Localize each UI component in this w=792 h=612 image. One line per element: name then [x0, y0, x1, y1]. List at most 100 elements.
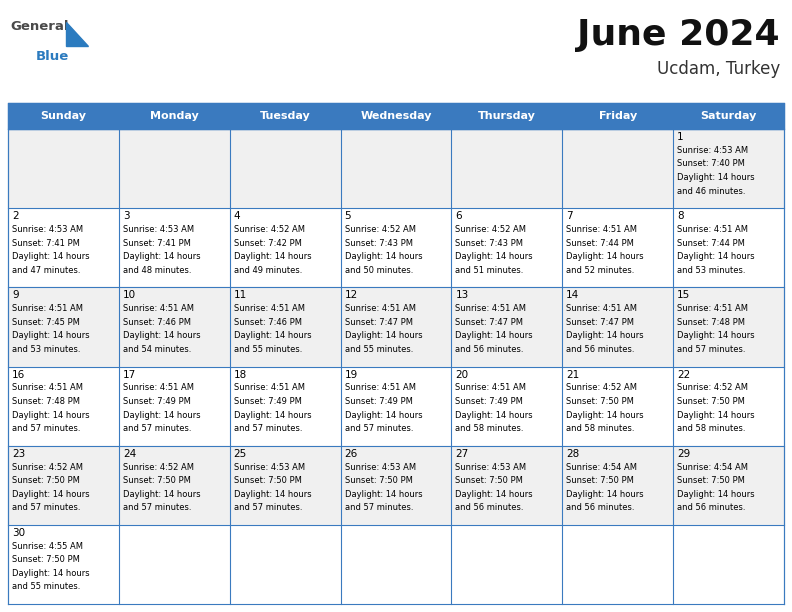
Text: Sunset: 7:41 PM: Sunset: 7:41 PM	[12, 239, 80, 248]
Text: Sunset: 7:50 PM: Sunset: 7:50 PM	[234, 476, 302, 485]
Text: Daylight: 14 hours: Daylight: 14 hours	[345, 490, 422, 499]
Text: Blue: Blue	[36, 50, 69, 63]
Text: Sunrise: 4:51 AM: Sunrise: 4:51 AM	[677, 225, 748, 234]
Text: Sunrise: 4:51 AM: Sunrise: 4:51 AM	[123, 384, 194, 392]
Bar	[8, 208, 784, 287]
Text: 9: 9	[12, 290, 19, 300]
Text: Daylight: 14 hours: Daylight: 14 hours	[12, 252, 89, 261]
Text: Daylight: 14 hours: Daylight: 14 hours	[234, 331, 311, 340]
Text: Sunrise: 4:53 AM: Sunrise: 4:53 AM	[677, 146, 748, 155]
Text: Sunrise: 4:52 AM: Sunrise: 4:52 AM	[345, 225, 416, 234]
Text: Daylight: 14 hours: Daylight: 14 hours	[234, 490, 311, 499]
Text: Daylight: 14 hours: Daylight: 14 hours	[566, 411, 644, 419]
Text: 7: 7	[566, 211, 573, 221]
Text: 29: 29	[677, 449, 691, 458]
Text: Daylight: 14 hours: Daylight: 14 hours	[677, 411, 755, 419]
Text: Ucdam, Turkey: Ucdam, Turkey	[657, 60, 780, 78]
Text: and 48 minutes.: and 48 minutes.	[123, 266, 192, 275]
Text: and 56 minutes.: and 56 minutes.	[455, 503, 524, 512]
Text: Daylight: 14 hours: Daylight: 14 hours	[123, 252, 200, 261]
Text: 10: 10	[123, 290, 136, 300]
Text: 16: 16	[12, 370, 25, 379]
Text: Sunrise: 4:54 AM: Sunrise: 4:54 AM	[566, 463, 638, 472]
Text: 2: 2	[12, 211, 19, 221]
Text: Sunrise: 4:51 AM: Sunrise: 4:51 AM	[566, 304, 638, 313]
Text: Sunset: 7:42 PM: Sunset: 7:42 PM	[234, 239, 302, 248]
Text: Sunset: 7:49 PM: Sunset: 7:49 PM	[455, 397, 524, 406]
Text: Sunset: 7:49 PM: Sunset: 7:49 PM	[123, 397, 191, 406]
Text: 22: 22	[677, 370, 691, 379]
Bar	[8, 367, 784, 446]
Text: Sunset: 7:50 PM: Sunset: 7:50 PM	[455, 476, 524, 485]
Text: Thursday: Thursday	[478, 111, 536, 121]
Text: Sunrise: 4:52 AM: Sunrise: 4:52 AM	[12, 463, 83, 472]
Text: Sunrise: 4:53 AM: Sunrise: 4:53 AM	[12, 225, 83, 234]
Text: Sunset: 7:41 PM: Sunset: 7:41 PM	[123, 239, 191, 248]
Text: Sunrise: 4:51 AM: Sunrise: 4:51 AM	[566, 225, 638, 234]
Text: Daylight: 14 hours: Daylight: 14 hours	[234, 411, 311, 419]
Text: 11: 11	[234, 290, 247, 300]
Text: Daylight: 14 hours: Daylight: 14 hours	[455, 490, 533, 499]
Text: General: General	[10, 20, 68, 33]
Text: Daylight: 14 hours: Daylight: 14 hours	[12, 490, 89, 499]
Text: 4: 4	[234, 211, 240, 221]
Text: Sunset: 7:50 PM: Sunset: 7:50 PM	[566, 476, 634, 485]
Text: Daylight: 14 hours: Daylight: 14 hours	[345, 252, 422, 261]
Text: Daylight: 14 hours: Daylight: 14 hours	[345, 331, 422, 340]
Text: Sunrise: 4:51 AM: Sunrise: 4:51 AM	[345, 384, 416, 392]
Text: 3: 3	[123, 211, 129, 221]
Text: Sunset: 7:50 PM: Sunset: 7:50 PM	[12, 476, 80, 485]
Text: 21: 21	[566, 370, 580, 379]
Text: Sunrise: 4:52 AM: Sunrise: 4:52 AM	[123, 463, 194, 472]
Text: Daylight: 14 hours: Daylight: 14 hours	[566, 490, 644, 499]
Text: 15: 15	[677, 290, 691, 300]
Text: 8: 8	[677, 211, 683, 221]
Text: and 57 minutes.: and 57 minutes.	[677, 345, 745, 354]
Text: Saturday: Saturday	[700, 111, 757, 121]
Text: Sunset: 7:40 PM: Sunset: 7:40 PM	[677, 160, 745, 168]
Text: Daylight: 14 hours: Daylight: 14 hours	[123, 411, 200, 419]
Text: and 49 minutes.: and 49 minutes.	[234, 266, 302, 275]
Text: Sunrise: 4:51 AM: Sunrise: 4:51 AM	[12, 304, 83, 313]
Bar	[8, 103, 784, 129]
Polygon shape	[66, 22, 88, 46]
Text: 30: 30	[12, 528, 25, 538]
Bar	[8, 525, 784, 604]
Text: Sunrise: 4:53 AM: Sunrise: 4:53 AM	[345, 463, 416, 472]
Text: Sunset: 7:48 PM: Sunset: 7:48 PM	[12, 397, 80, 406]
Text: Sunset: 7:50 PM: Sunset: 7:50 PM	[123, 476, 191, 485]
Text: Sunset: 7:47 PM: Sunset: 7:47 PM	[566, 318, 634, 327]
Text: Sunrise: 4:53 AM: Sunrise: 4:53 AM	[455, 463, 527, 472]
Text: and 58 minutes.: and 58 minutes.	[566, 424, 634, 433]
Text: and 56 minutes.: and 56 minutes.	[566, 503, 634, 512]
Text: and 53 minutes.: and 53 minutes.	[677, 266, 745, 275]
Text: and 50 minutes.: and 50 minutes.	[345, 266, 413, 275]
Text: 12: 12	[345, 290, 358, 300]
Text: Friday: Friday	[599, 111, 637, 121]
Text: and 53 minutes.: and 53 minutes.	[12, 345, 81, 354]
Text: Daylight: 14 hours: Daylight: 14 hours	[455, 411, 533, 419]
Text: and 57 minutes.: and 57 minutes.	[12, 424, 81, 433]
Text: Daylight: 14 hours: Daylight: 14 hours	[345, 411, 422, 419]
Text: and 56 minutes.: and 56 minutes.	[677, 503, 745, 512]
Text: 18: 18	[234, 370, 247, 379]
Text: Daylight: 14 hours: Daylight: 14 hours	[455, 331, 533, 340]
Text: and 55 minutes.: and 55 minutes.	[12, 583, 80, 591]
Text: Sunset: 7:43 PM: Sunset: 7:43 PM	[455, 239, 524, 248]
Text: and 56 minutes.: and 56 minutes.	[566, 345, 634, 354]
Text: Sunrise: 4:53 AM: Sunrise: 4:53 AM	[123, 225, 194, 234]
Text: and 56 minutes.: and 56 minutes.	[455, 345, 524, 354]
Text: Sunset: 7:46 PM: Sunset: 7:46 PM	[234, 318, 302, 327]
Text: Sunset: 7:44 PM: Sunset: 7:44 PM	[566, 239, 634, 248]
Text: 27: 27	[455, 449, 469, 458]
Text: Sunrise: 4:52 AM: Sunrise: 4:52 AM	[234, 225, 305, 234]
Text: 20: 20	[455, 370, 469, 379]
Text: Sunrise: 4:51 AM: Sunrise: 4:51 AM	[677, 304, 748, 313]
Text: Sunrise: 4:52 AM: Sunrise: 4:52 AM	[566, 384, 638, 392]
Text: Sunset: 7:47 PM: Sunset: 7:47 PM	[455, 318, 524, 327]
Text: and 58 minutes.: and 58 minutes.	[455, 424, 524, 433]
Text: 24: 24	[123, 449, 136, 458]
Text: and 57 minutes.: and 57 minutes.	[345, 424, 413, 433]
Text: Sunrise: 4:53 AM: Sunrise: 4:53 AM	[234, 463, 305, 472]
Text: Sunset: 7:47 PM: Sunset: 7:47 PM	[345, 318, 413, 327]
